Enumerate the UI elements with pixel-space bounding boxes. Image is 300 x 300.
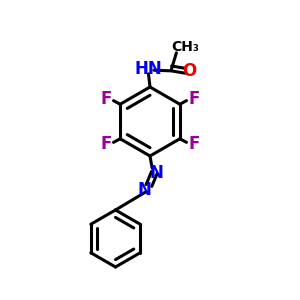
Text: CH₃: CH₃: [171, 40, 199, 54]
Text: F: F: [189, 135, 200, 153]
Text: N: N: [138, 181, 152, 199]
Text: HN: HN: [135, 60, 162, 78]
Text: O: O: [182, 62, 197, 80]
Text: F: F: [100, 91, 111, 109]
Text: F: F: [189, 91, 200, 109]
Text: N: N: [150, 164, 164, 181]
Text: F: F: [100, 134, 111, 152]
